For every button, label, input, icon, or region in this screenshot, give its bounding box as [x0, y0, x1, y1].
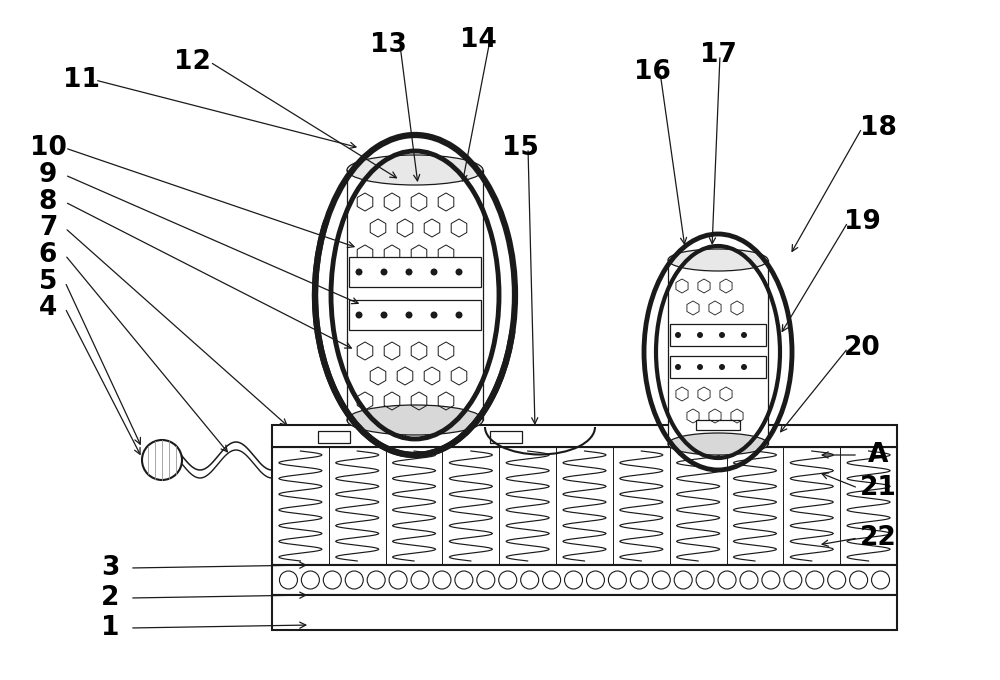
Circle shape — [356, 311, 362, 318]
Bar — [385, 420, 445, 430]
Text: 4: 4 — [39, 295, 57, 321]
Circle shape — [543, 571, 561, 589]
Circle shape — [433, 571, 451, 589]
Circle shape — [762, 571, 780, 589]
Circle shape — [521, 571, 539, 589]
Bar — [347, 170, 483, 420]
Circle shape — [406, 311, 413, 318]
Text: 19: 19 — [844, 209, 880, 235]
Text: 14: 14 — [460, 27, 496, 53]
Bar — [272, 565, 897, 595]
Text: 20: 20 — [844, 335, 880, 361]
Bar — [272, 595, 897, 630]
Bar — [670, 324, 766, 346]
Text: 16: 16 — [634, 59, 670, 85]
Circle shape — [367, 571, 385, 589]
Text: 1: 1 — [101, 615, 119, 641]
Bar — [272, 447, 897, 565]
Circle shape — [356, 269, 362, 275]
Circle shape — [406, 269, 413, 275]
Text: 9: 9 — [39, 162, 57, 188]
Text: 10: 10 — [30, 135, 66, 161]
Text: 7: 7 — [39, 215, 57, 241]
Ellipse shape — [668, 433, 768, 455]
Circle shape — [499, 571, 517, 589]
Circle shape — [675, 332, 681, 338]
Circle shape — [740, 571, 758, 589]
Circle shape — [608, 571, 626, 589]
Circle shape — [411, 571, 429, 589]
Circle shape — [719, 364, 725, 370]
Text: 18: 18 — [860, 115, 896, 141]
Circle shape — [323, 571, 341, 589]
Circle shape — [345, 571, 363, 589]
Circle shape — [652, 571, 670, 589]
Bar — [349, 257, 481, 287]
Text: 6: 6 — [39, 242, 57, 268]
Text: A: A — [868, 442, 888, 468]
Circle shape — [301, 571, 319, 589]
Circle shape — [696, 571, 714, 589]
Circle shape — [697, 364, 703, 370]
Circle shape — [380, 269, 388, 275]
Text: 2: 2 — [101, 585, 119, 611]
Text: 5: 5 — [39, 269, 57, 295]
Circle shape — [784, 571, 802, 589]
Bar — [670, 356, 766, 378]
Circle shape — [828, 571, 846, 589]
Circle shape — [142, 440, 182, 480]
Circle shape — [806, 571, 824, 589]
Circle shape — [279, 571, 297, 589]
Circle shape — [630, 571, 648, 589]
Circle shape — [872, 571, 890, 589]
Ellipse shape — [347, 405, 483, 435]
Circle shape — [477, 571, 495, 589]
Circle shape — [741, 332, 747, 338]
Text: 21: 21 — [860, 475, 896, 501]
Text: 22: 22 — [860, 525, 896, 551]
Bar — [349, 300, 481, 330]
Circle shape — [850, 571, 868, 589]
Text: 17: 17 — [700, 42, 736, 68]
Circle shape — [586, 571, 604, 589]
Circle shape — [430, 269, 438, 275]
Ellipse shape — [347, 155, 483, 185]
Ellipse shape — [668, 249, 768, 271]
Text: 13: 13 — [370, 32, 406, 58]
Bar — [696, 420, 740, 430]
Bar — [668, 260, 768, 444]
Text: 11: 11 — [64, 67, 100, 93]
Circle shape — [389, 571, 407, 589]
Circle shape — [674, 571, 692, 589]
Text: 15: 15 — [502, 135, 538, 161]
Text: 12: 12 — [174, 49, 210, 75]
Circle shape — [455, 571, 473, 589]
Text: 8: 8 — [39, 189, 57, 215]
Circle shape — [456, 269, 462, 275]
Circle shape — [456, 311, 462, 318]
Circle shape — [565, 571, 583, 589]
Circle shape — [675, 364, 681, 370]
Circle shape — [430, 311, 438, 318]
Bar — [490, 431, 522, 443]
Circle shape — [697, 332, 703, 338]
Circle shape — [741, 364, 747, 370]
Bar — [318, 431, 350, 443]
Bar — [272, 425, 897, 447]
Circle shape — [719, 332, 725, 338]
Text: 3: 3 — [101, 555, 119, 581]
Circle shape — [380, 311, 388, 318]
Circle shape — [718, 571, 736, 589]
